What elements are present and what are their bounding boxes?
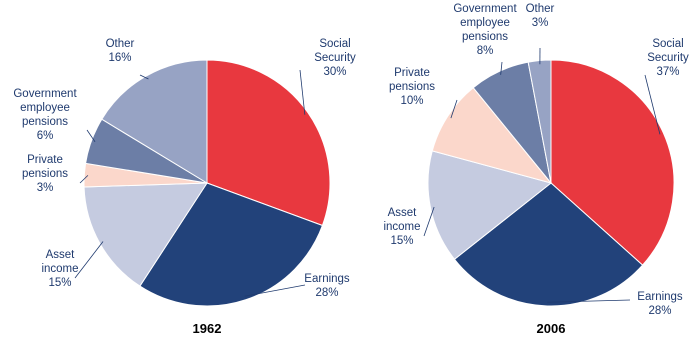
value-label: 15%	[48, 277, 71, 289]
value-label: 3%	[532, 17, 549, 29]
slice-label: Social Security	[314, 38, 356, 64]
slice-label: Government employee pensions	[453, 3, 517, 43]
slice-label: Private pensions	[389, 67, 435, 93]
value-label: 8%	[477, 45, 494, 57]
label-line: pensions	[462, 31, 508, 43]
label-line: Security	[314, 52, 356, 64]
value-label: 6%	[37, 130, 54, 142]
label-line: pensions	[389, 81, 435, 93]
label-line: Earnings	[637, 291, 683, 303]
label-line: Private	[27, 154, 63, 166]
label-line: Security	[647, 52, 689, 64]
label-line: Government	[453, 3, 517, 15]
value-label: 28%	[648, 305, 671, 317]
label-line: income	[383, 221, 420, 233]
leader-line	[75, 242, 103, 278]
value-label: 16%	[108, 52, 131, 64]
value-label: 30%	[323, 66, 346, 78]
label-line: Social	[319, 38, 350, 50]
slice-label: Earnings	[637, 291, 683, 303]
label-line: Government	[13, 88, 77, 100]
label-line: Other	[526, 3, 555, 15]
label-line: income	[41, 263, 78, 275]
label-line: employee	[20, 102, 70, 114]
slice-label: Private pensions	[22, 154, 68, 180]
value-label: 3%	[37, 182, 54, 194]
label-line: Earnings	[304, 273, 350, 285]
slice-label: Earnings	[304, 273, 350, 285]
slice-label: Asset income	[383, 207, 420, 233]
leader-line	[424, 207, 434, 236]
value-label: 28%	[315, 287, 338, 299]
chart-title: 1962	[193, 321, 222, 336]
slice-label: Asset income	[41, 249, 78, 275]
slice-label: Government employee pensions	[13, 88, 77, 128]
label-line: pensions	[22, 168, 68, 180]
value-label: 37%	[656, 66, 679, 78]
label-line: Other	[106, 38, 135, 50]
slice-label: Other	[106, 38, 135, 50]
label-line: employee	[460, 17, 510, 29]
label-line: Private	[394, 67, 430, 79]
chart-title: 2006	[537, 321, 566, 336]
slice-label: Social Security	[647, 38, 689, 64]
label-line: Asset	[388, 207, 418, 219]
slice-label: Other	[526, 3, 555, 15]
label-line: Social	[652, 38, 683, 50]
value-label: 15%	[390, 235, 413, 247]
label-line: pensions	[22, 116, 68, 128]
label-line: Asset	[46, 249, 76, 261]
value-label: 10%	[400, 95, 423, 107]
